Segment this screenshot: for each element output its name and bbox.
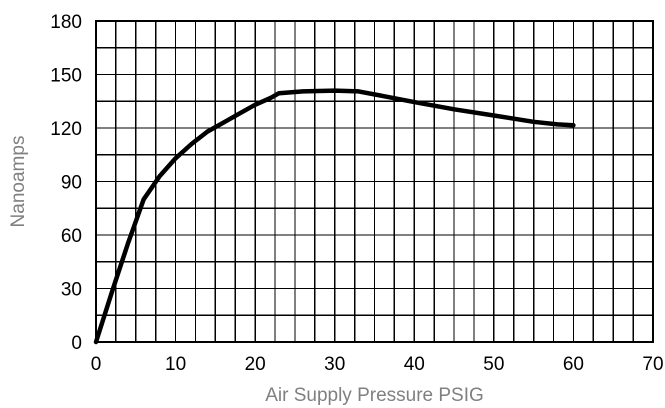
y-axis-ticks: 0 30 60 90 120 150 180	[50, 12, 82, 354]
y-tick-label: 90	[61, 173, 82, 194]
y-tick-label: 180	[50, 12, 82, 33]
y-tick-label: 150	[50, 66, 82, 87]
x-tick-label: 30	[324, 354, 345, 375]
y-axis-title: Nanoamps	[8, 136, 29, 228]
x-tick-label: 60	[563, 354, 584, 375]
y-tick-label: 60	[61, 226, 82, 247]
y-tick-label: 120	[50, 119, 82, 140]
grid	[96, 21, 653, 342]
series-line	[93, 88, 576, 345]
x-axis-title: Air Supply Pressure PSIG	[265, 385, 484, 406]
x-tick-label: 70	[642, 354, 663, 375]
x-tick-label: 40	[404, 354, 425, 375]
x-tick-label: 20	[245, 354, 266, 375]
plot-frame	[95, 20, 654, 343]
x-tick-label: 10	[165, 354, 186, 375]
y-tick-label: 30	[61, 280, 82, 301]
x-axis-ticks: 0 10 20 30 40 50 60 70	[91, 354, 664, 375]
x-tick-label: 50	[483, 354, 504, 375]
x-tick-label: 0	[91, 354, 102, 375]
y-tick-label: 0	[71, 333, 82, 354]
